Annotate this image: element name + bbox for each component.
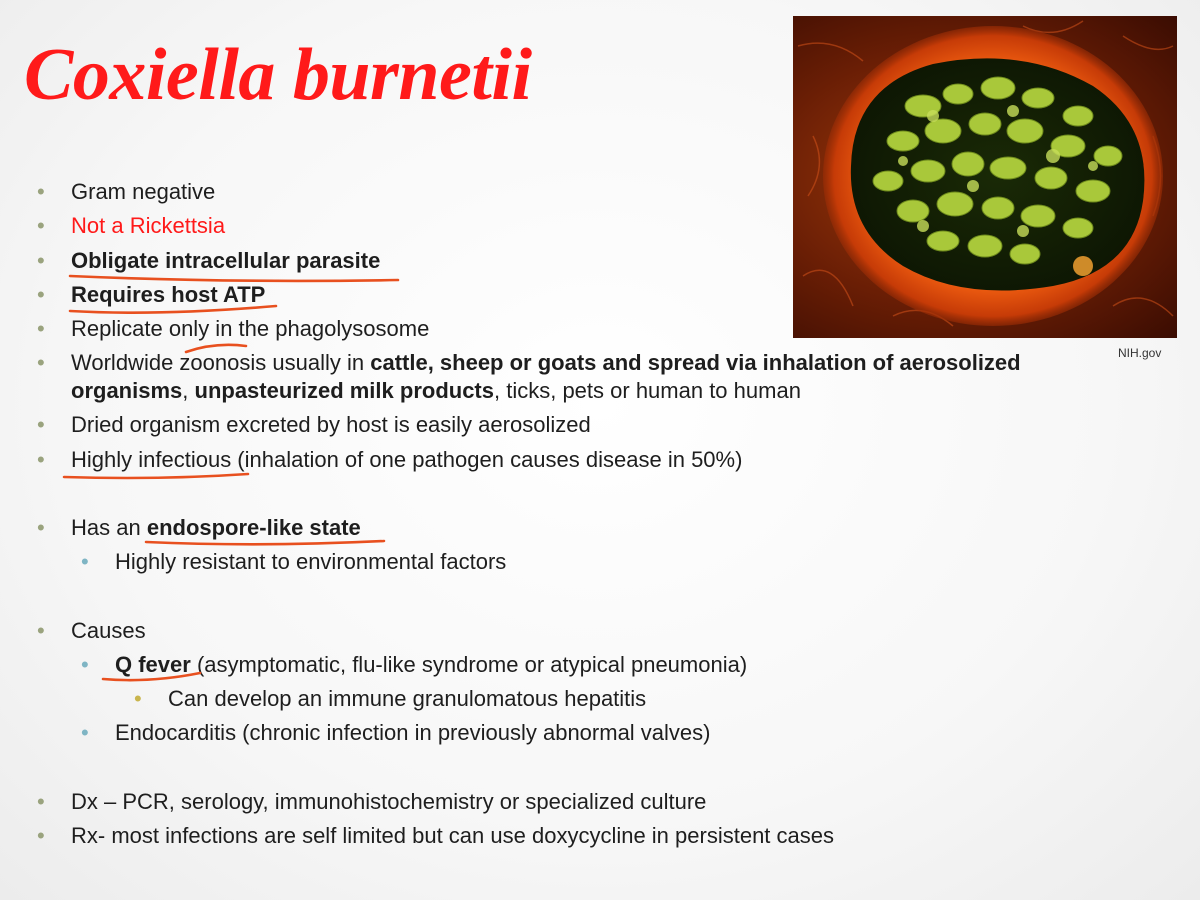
bullet-gram-negative: • Gram negative bbox=[37, 179, 216, 204]
bullet-dot: • bbox=[37, 350, 45, 375]
bullet-aerosolized: • Dried organism excreted by host is eas… bbox=[37, 412, 591, 437]
slide-title: Coxiella burnetii bbox=[24, 34, 532, 116]
bullet-dot: • bbox=[37, 412, 45, 437]
subsubbullet-hepatitis: • Can develop an immune granulomatous he… bbox=[134, 686, 647, 711]
bullet-causes: • Causes bbox=[37, 618, 146, 643]
bullet-dot: • bbox=[37, 789, 45, 814]
bullet-dot: • bbox=[134, 686, 142, 711]
micrograph-svg bbox=[797, 20, 1174, 327]
bullet-dot: • bbox=[37, 282, 45, 307]
bullet-diagnosis: • Dx – PCR, serology, immunohistochemist… bbox=[37, 789, 707, 814]
subbullet-endocarditis: • Endocarditis (chronic infection in pre… bbox=[81, 720, 711, 745]
micrograph-image bbox=[793, 16, 1177, 338]
bullet-dot: • bbox=[37, 248, 45, 273]
bullet-dot: • bbox=[37, 823, 45, 848]
bullet-treatment: • Rx- most infections are self limited b… bbox=[37, 823, 834, 848]
image-credit: NIH.gov bbox=[1118, 346, 1162, 360]
bullet-dot: • bbox=[37, 179, 45, 204]
bullet-obligate-parasite: • Obligate intracellular parasite bbox=[37, 248, 381, 273]
underline-obligate bbox=[68, 274, 400, 283]
bullet-zoonosis-continued: organisms, unpasteurized milk products, … bbox=[71, 378, 801, 403]
bullet-dot: • bbox=[81, 652, 89, 677]
bullet-dot: • bbox=[81, 720, 89, 745]
bullet-dot: • bbox=[37, 618, 45, 643]
bullet-zoonosis: • Worldwide zoonosis usually in cattle, … bbox=[37, 350, 1021, 375]
bullet-highly-infectious: • Highly infectious (inhalation of one p… bbox=[37, 447, 743, 472]
underline-endospore bbox=[144, 539, 386, 546]
bullet-dot: • bbox=[37, 515, 45, 540]
bullet-not-rickettsia: • Not a Rickettsia bbox=[37, 213, 226, 238]
bullet-dot: • bbox=[37, 447, 45, 472]
bullet-dot: • bbox=[37, 213, 45, 238]
bullet-dot: • bbox=[81, 549, 89, 574]
bullet-endospore: • Has an endospore-like state bbox=[37, 515, 361, 540]
subbullet-resistant: • Highly resistant to environmental fact… bbox=[81, 549, 507, 574]
bullet-dot: • bbox=[37, 316, 45, 341]
bullet-phagolysosome: • Replicate only in the phagolysosome bbox=[37, 316, 430, 341]
subbullet-q-fever: • Q fever (asymptomatic, flu-like syndro… bbox=[81, 652, 748, 677]
underline-infectious bbox=[62, 472, 250, 480]
bullet-host-atp: • Requires host ATP bbox=[37, 282, 266, 307]
